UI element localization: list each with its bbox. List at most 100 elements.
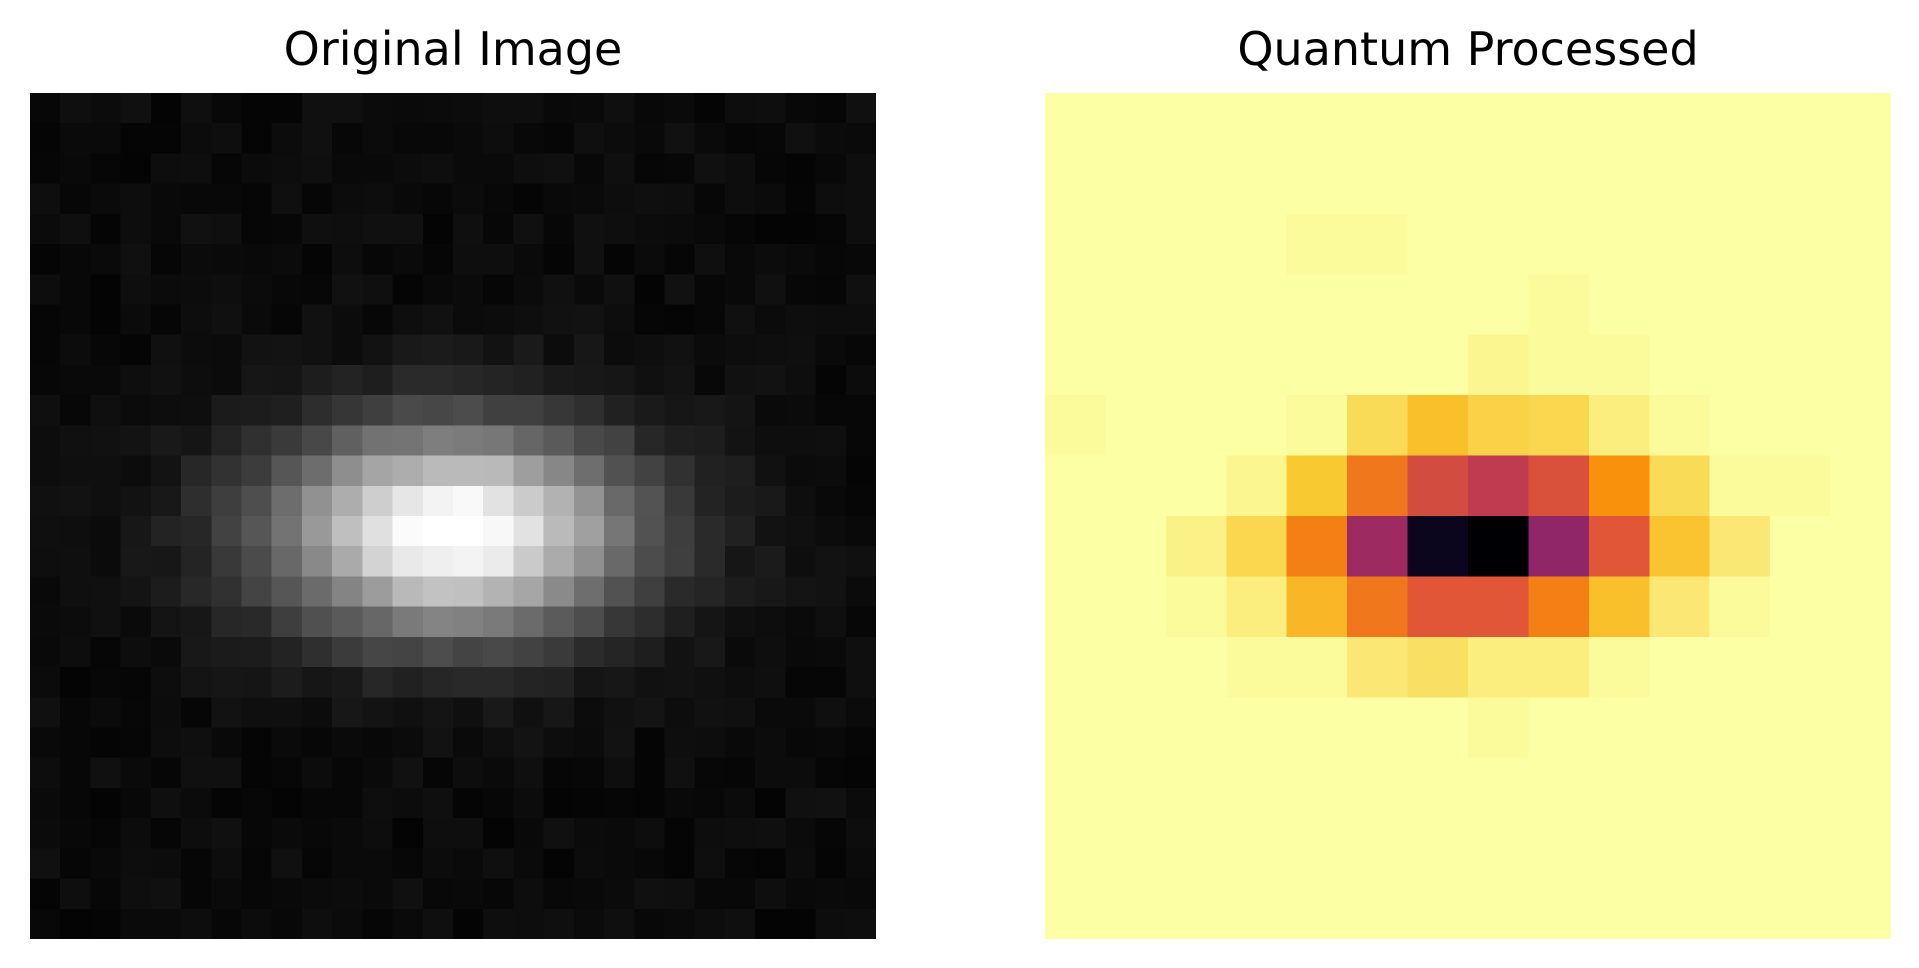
original-image-cell — [543, 697, 575, 729]
original-image-cell — [785, 727, 817, 759]
quantum-processed-cell — [1468, 757, 1530, 819]
quantum-processed-cell — [1770, 274, 1832, 336]
original-image-cell — [301, 636, 333, 668]
original-image-cell — [845, 606, 876, 638]
quantum-processed-cell — [1347, 334, 1409, 396]
original-image-cell — [513, 787, 545, 819]
original-image-cell — [211, 697, 243, 729]
original-image-cell — [664, 123, 696, 155]
original-image-cell — [483, 244, 515, 275]
original-image-cell — [150, 334, 182, 366]
original-image-cell — [634, 787, 666, 819]
original-image-cell — [724, 606, 756, 638]
quantum-processed-cell — [1830, 576, 1891, 638]
quantum-processed-cell — [1226, 878, 1288, 939]
original-image-cell — [694, 364, 726, 396]
original-image-cell — [664, 334, 696, 366]
original-image-cell — [573, 606, 605, 638]
original-image-cell — [483, 425, 515, 457]
quantum-processed-cell — [1770, 878, 1832, 939]
original-image-cell — [392, 395, 424, 426]
original-image-cell — [845, 908, 876, 939]
quantum-processed-cell — [1649, 153, 1711, 215]
original-image-cell — [543, 576, 575, 608]
original-image-cell — [513, 636, 545, 668]
original-image-cell — [90, 908, 122, 939]
original-image-cell — [755, 93, 786, 124]
original-image-cell — [573, 727, 605, 759]
original-image-cell — [120, 485, 152, 517]
original-image-cell — [604, 636, 635, 668]
original-image-title: Original Image — [283, 22, 623, 76]
original-image-cell — [543, 274, 575, 306]
original-image-cell — [150, 697, 182, 729]
quantum-processed-cell — [1528, 576, 1590, 638]
quantum-processed-cell — [1588, 818, 1650, 880]
original-image-cell — [241, 153, 273, 185]
original-image-cell — [755, 606, 786, 638]
quantum-processed-cell — [1468, 818, 1530, 880]
original-image-cell — [271, 667, 303, 698]
original-image-cell — [815, 908, 847, 939]
quantum-processed-cell — [1468, 697, 1530, 759]
original-image-cell — [301, 848, 333, 880]
original-image-cell — [30, 485, 61, 517]
original-image-cell — [211, 546, 243, 578]
original-image-cell — [724, 878, 756, 910]
quantum-processed-cell — [1649, 395, 1711, 457]
original-image-cell — [332, 485, 363, 517]
original-image-cell — [181, 485, 212, 517]
original-image-cell — [241, 93, 273, 124]
quantum-processed-cell — [1528, 274, 1590, 336]
original-image-cell — [271, 697, 303, 729]
original-image-cell — [120, 606, 152, 638]
original-image-cell — [724, 425, 756, 457]
original-image-cell — [150, 455, 182, 487]
quantum-processed-cell — [1286, 93, 1348, 155]
original-image-cell — [815, 546, 847, 578]
original-image-cell — [120, 757, 152, 789]
quantum-processed-cell — [1468, 878, 1530, 939]
original-image-cell — [845, 334, 876, 366]
original-image-cell — [271, 516, 303, 547]
original-image-cell — [241, 636, 273, 668]
quantum-processed-cell — [1709, 516, 1771, 578]
quantum-processed-cell — [1468, 93, 1530, 155]
quantum-processed-cell — [1468, 213, 1530, 275]
original-image-cell — [120, 546, 152, 578]
original-image-cell — [845, 757, 876, 789]
quantum-processed-cell — [1588, 334, 1650, 396]
original-image-cell — [453, 667, 484, 698]
original-image-cell — [422, 516, 454, 547]
original-image-cell — [785, 274, 817, 306]
original-image-cell — [664, 787, 696, 819]
original-image-cell — [332, 304, 363, 336]
original-image-cell — [392, 123, 424, 155]
original-image-cell — [392, 455, 424, 487]
original-image-cell — [573, 636, 605, 668]
original-image-cell — [815, 697, 847, 729]
quantum-processed-cell — [1528, 93, 1590, 155]
original-image-cell — [422, 606, 454, 638]
original-image-cell — [634, 878, 666, 910]
original-image-cell — [362, 757, 394, 789]
original-image-cell — [755, 395, 786, 426]
original-image-cell — [453, 364, 484, 396]
original-image-cell — [664, 153, 696, 185]
original-image-cell — [724, 213, 756, 245]
original-image-cell — [211, 183, 243, 215]
original-image-cell — [60, 576, 92, 608]
quantum-processed-cell — [1045, 576, 1107, 638]
original-image-cell — [60, 274, 92, 306]
original-image-cell — [694, 787, 726, 819]
original-image-cell — [694, 818, 726, 849]
original-image-cell — [301, 757, 333, 789]
quantum-processed-cell — [1830, 878, 1891, 939]
original-image-cell — [422, 546, 454, 578]
original-image-cell — [392, 93, 424, 124]
original-image-cell — [301, 153, 333, 185]
original-image-cell — [664, 304, 696, 336]
quantum-processed-cell — [1105, 395, 1167, 457]
quantum-processed-cell — [1347, 153, 1409, 215]
quantum-processed-cell — [1407, 93, 1469, 155]
